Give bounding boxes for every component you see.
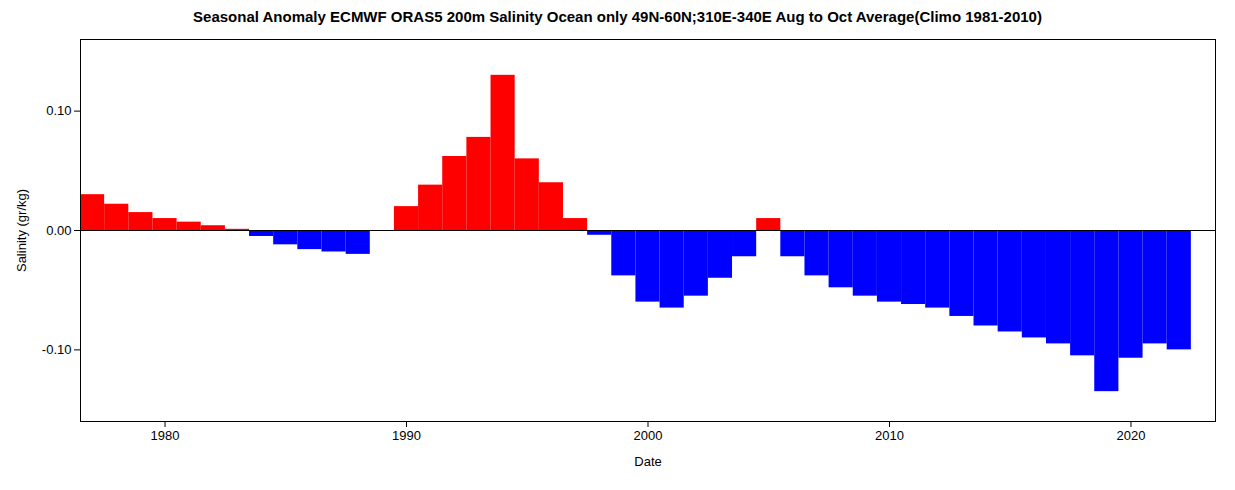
svg-text:-0.10: -0.10 xyxy=(42,342,72,357)
svg-text:0.10: 0.10 xyxy=(46,103,71,118)
svg-text:0.00: 0.00 xyxy=(46,223,71,238)
svg-text:2020: 2020 xyxy=(1117,428,1146,443)
svg-text:1990: 1990 xyxy=(392,428,421,443)
svg-text:2000: 2000 xyxy=(634,428,663,443)
svg-text:Date: Date xyxy=(634,454,661,469)
svg-text:2010: 2010 xyxy=(875,428,904,443)
svg-text:1980: 1980 xyxy=(151,428,180,443)
svg-text:Salinity (gr/kg): Salinity (gr/kg) xyxy=(14,189,29,272)
html-text:Seasonal Anomaly ECMWF ORAS5 2: Seasonal Anomaly ECMWF ORAS5 200m Salini… xyxy=(193,8,1042,25)
